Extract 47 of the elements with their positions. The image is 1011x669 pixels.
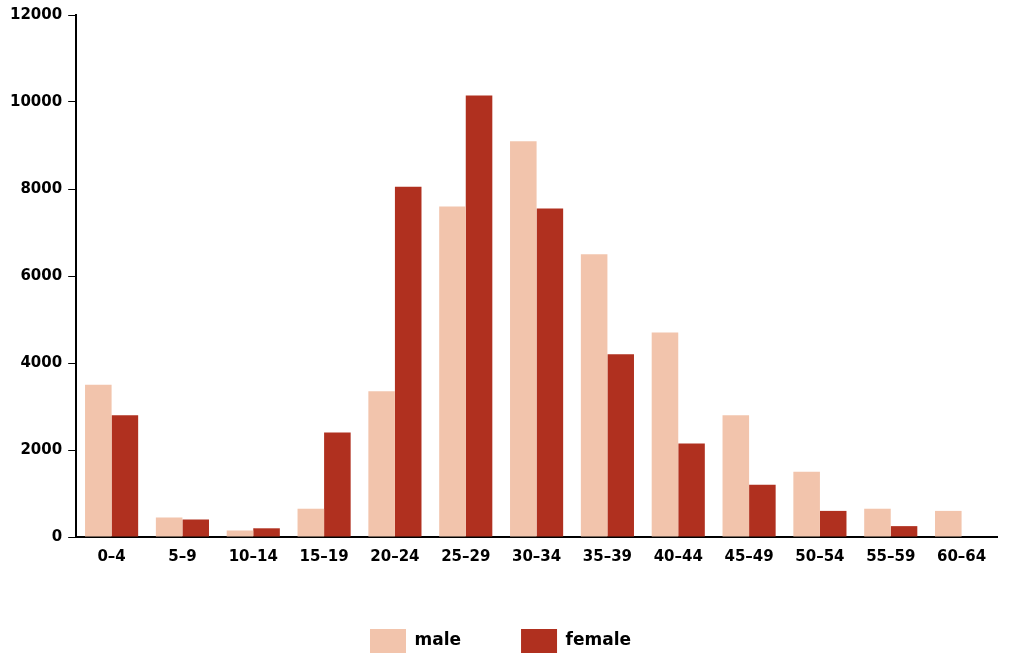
- bar: [793, 471, 820, 537]
- y-tick-label: 10000: [10, 91, 63, 110]
- bar: [536, 208, 564, 537]
- bar: [253, 528, 280, 537]
- bar: [465, 95, 493, 537]
- x-tick-label: 15–19: [299, 546, 349, 565]
- x-tick-label: 30–34: [511, 546, 562, 565]
- x-tick-label: 40–44: [653, 546, 703, 565]
- y-tick-label: 6000: [20, 265, 63, 284]
- x-tick-label: 50–54: [795, 546, 845, 565]
- bar: [678, 443, 705, 537]
- bar: [580, 254, 608, 537]
- x-tick-label: 45–49: [724, 546, 774, 565]
- y-tick-label: 12000: [10, 4, 63, 23]
- legend-label: female: [565, 629, 632, 650]
- bar: [324, 432, 351, 537]
- bar: [864, 508, 891, 537]
- bar: [226, 530, 254, 537]
- bar: [749, 484, 776, 537]
- bar: [394, 186, 422, 537]
- bar: [607, 354, 634, 537]
- x-tick-label: 0–4: [97, 546, 126, 565]
- bar: [182, 519, 209, 537]
- bar: [651, 332, 679, 537]
- y-tick-label: 8000: [20, 178, 63, 197]
- y-tick-label: 0: [51, 526, 63, 545]
- bar: [890, 526, 918, 537]
- bar: [155, 517, 183, 537]
- x-tick-label: 10–14: [228, 546, 278, 565]
- y-tick-label: 4000: [20, 352, 63, 371]
- x-tick-label: 5–9: [168, 546, 197, 565]
- legend-label: male: [414, 629, 462, 650]
- x-tick-label: 25–29: [441, 546, 491, 565]
- x-tick-label: 20–24: [370, 546, 420, 565]
- bar: [368, 391, 395, 537]
- x-tick-label: 60–64: [936, 546, 987, 565]
- x-tick-label: 35–39: [582, 546, 633, 565]
- bar: [819, 510, 847, 537]
- bar: [111, 415, 139, 537]
- bar: [85, 384, 112, 537]
- x-tick-label: 55–59: [866, 546, 916, 565]
- bar: [439, 206, 466, 537]
- bar: [935, 510, 962, 537]
- bar: [510, 141, 537, 537]
- bar: [722, 415, 750, 537]
- y-tick-label: 2000: [20, 439, 63, 458]
- bar: [297, 508, 325, 537]
